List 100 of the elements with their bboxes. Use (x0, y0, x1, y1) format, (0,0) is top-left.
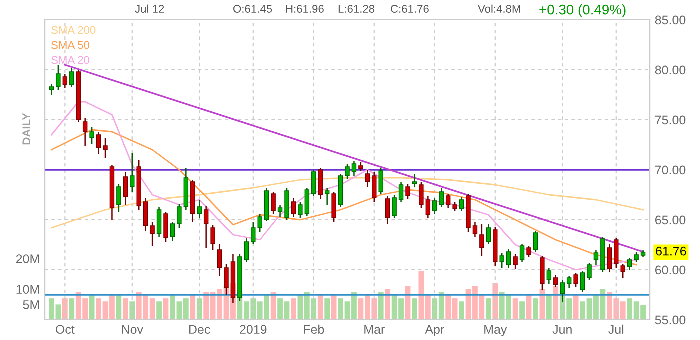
candlestick (533, 230, 538, 253)
candlestick (365, 169, 370, 188)
x-tick-label: Nov (122, 325, 144, 334)
candlestick (634, 251, 639, 263)
candlestick (278, 204, 283, 218)
bar (291, 298, 296, 320)
candlestick (580, 270, 586, 293)
candlestick (513, 253, 518, 270)
candlestick (426, 195, 431, 219)
x-tick-label: May (484, 325, 508, 337)
bar (156, 302, 162, 320)
candlestick (312, 169, 316, 197)
bar (130, 302, 136, 320)
candlestick (332, 191, 336, 223)
x-tick-label: Apr (425, 325, 444, 337)
candlestick (103, 137, 108, 159)
bar (190, 296, 196, 320)
y-tick-label: 80.00 (655, 66, 686, 75)
bar (546, 296, 552, 320)
bar (533, 298, 538, 320)
y-tick-label: 70.00 (656, 166, 686, 175)
x-tick-label: Dec (190, 325, 210, 334)
y2-tick-label: 5M (23, 300, 40, 310)
candlestick (49, 83, 54, 96)
text: SMA 20 (52, 56, 90, 64)
candlestick (607, 243, 612, 273)
x-tick-label: 2019 (240, 325, 267, 334)
candlestick (506, 248, 512, 269)
text: H:61.96 (286, 5, 324, 13)
candlestick (156, 206, 162, 238)
candlestick (614, 237, 619, 269)
candlestick (70, 67, 74, 88)
candlestick (406, 183, 410, 200)
y-tick-label: 75.00 (656, 116, 686, 125)
y-tick-label: 65.00 (655, 216, 686, 225)
bar (412, 298, 418, 320)
text: O:61.45 (234, 5, 272, 13)
candlestick (378, 167, 384, 195)
candlestick (130, 152, 135, 193)
x-tick-label: Feb (304, 324, 324, 334)
text: C:61.76 (391, 5, 429, 13)
line-series (51, 101, 638, 271)
bar (324, 298, 330, 320)
candlestick (324, 187, 330, 206)
candlestick (170, 221, 176, 242)
x-tick-label: Jul (608, 324, 624, 334)
text: Jul 12 (135, 4, 164, 13)
candlestick (546, 267, 552, 285)
y2-tick-label: 20M (16, 254, 40, 264)
candlestick (412, 173, 418, 188)
text: L:61.28 (338, 5, 375, 13)
candlestick (500, 252, 504, 269)
candlestick (217, 243, 222, 277)
candlestick (62, 73, 68, 89)
candlestick (620, 263, 626, 279)
candlestick (472, 221, 478, 238)
bar (459, 302, 464, 320)
bar (385, 289, 391, 320)
y-tick-label: 55.00 (655, 316, 686, 325)
candlestick (304, 187, 310, 217)
candlestick (96, 131, 102, 155)
bar (318, 296, 324, 320)
candlestick (298, 201, 303, 219)
candlestick (345, 163, 350, 180)
text: 61.76 (656, 246, 686, 256)
line-series (51, 129, 638, 266)
bar (520, 302, 525, 320)
candlestick (526, 245, 532, 258)
candlestick (123, 171, 128, 206)
text: +0.30 (0.49%) (540, 4, 626, 18)
candlestick (574, 272, 578, 288)
line-series (51, 177, 644, 229)
bar (62, 298, 68, 320)
candlestick (594, 249, 599, 266)
bar (163, 298, 169, 320)
candlestick (392, 194, 397, 219)
candlestick (116, 183, 122, 213)
y2-tick-label: 10M (16, 285, 40, 294)
candlestick (486, 223, 492, 245)
candlestick (177, 203, 182, 229)
text: SMA 200 (52, 26, 96, 34)
bar (512, 298, 518, 320)
y-tick-label: 60.00 (655, 266, 686, 275)
bar (378, 292, 384, 320)
x-tick-label: Jun (552, 325, 572, 334)
candlestick (271, 191, 276, 215)
candlestick (204, 205, 209, 249)
candlestick (244, 237, 250, 263)
y-tick-label: 85.00 (655, 16, 686, 25)
candlestick (352, 160, 357, 177)
x-tick-label: Mar (364, 325, 385, 334)
candlestick (372, 171, 377, 203)
text: Vol:4.8M (478, 4, 520, 13)
candlestick (587, 262, 592, 281)
candlestick (82, 117, 88, 147)
candlestick (90, 126, 94, 145)
candlestick (143, 197, 148, 232)
candlestick (210, 224, 216, 251)
text: DAILY (22, 113, 30, 145)
bar (196, 298, 202, 320)
